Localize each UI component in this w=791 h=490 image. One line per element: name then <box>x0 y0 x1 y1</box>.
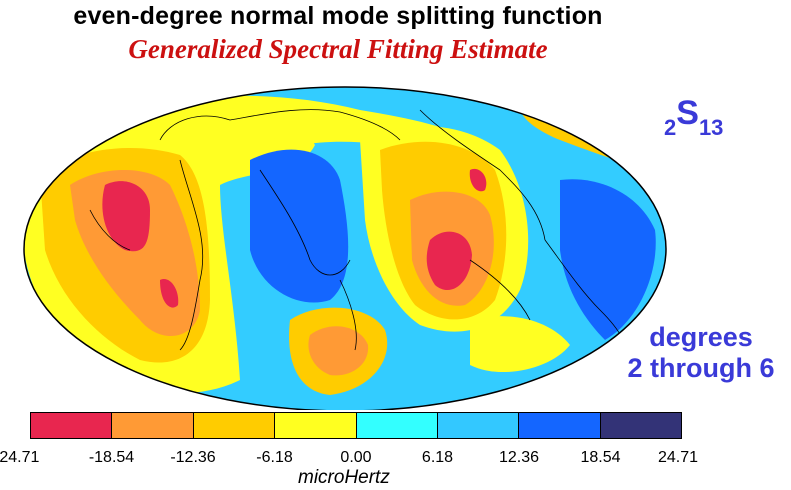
colorbar-tick-label: -24.71 <box>0 449 40 466</box>
degrees-line-1: degrees <box>649 322 753 352</box>
colorbar-tick-label: -6.18 <box>256 449 293 466</box>
field-blue-pacific <box>560 179 656 340</box>
colorbar-swatch <box>193 413 276 438</box>
field-blue-asia <box>250 149 349 303</box>
colorbar-tick-label: 0.00 <box>340 449 372 466</box>
colorbar-swatch <box>112 413 194 438</box>
colorbar-tick-label: -12.36 <box>170 449 216 466</box>
field-red-africa <box>160 279 179 308</box>
mode-label-letter: S <box>676 94 699 132</box>
splitting-function-field <box>24 87 666 410</box>
colorbar-unit-label: microHertz <box>298 467 390 488</box>
colorbar-tick-label: 18.54 <box>580 449 621 466</box>
mode-label-prefix: 2 <box>664 115 677 140</box>
colorbar-tick-label: 6.18 <box>421 449 454 466</box>
colorbar-swatch <box>519 413 601 438</box>
colorbar-tick-label: 24.71 <box>657 449 699 466</box>
field-red-northamerica <box>469 168 487 192</box>
colorbar-tick-label: 12.36 <box>498 449 540 466</box>
colorbar-tick-label: -18.54 <box>88 449 135 466</box>
degrees-line-2: 2 through 6 <box>627 353 775 383</box>
map-outline <box>23 86 667 410</box>
mode-label: 2S13 <box>664 96 754 145</box>
colorbar-swatch <box>275 413 357 438</box>
field-orange-south <box>308 326 369 376</box>
colorbar-swatch <box>600 413 681 438</box>
colorbar-swatch <box>31 413 113 438</box>
mode-label-suffix: 13 <box>698 115 724 140</box>
field-yellow-south-america <box>470 316 570 373</box>
degrees-label: degrees 2 through 6 <box>606 322 791 384</box>
world-map <box>23 86 667 410</box>
colorbar <box>30 412 682 439</box>
colorbar-swatch <box>356 413 438 438</box>
colorbar-swatch <box>437 413 520 438</box>
field-red-atlantic <box>102 181 150 252</box>
field-red-pacific <box>426 231 472 291</box>
page-subtitle: Generalized Spectral Fitting Estimate <box>128 34 548 64</box>
page-title: even-degree normal mode splitting functi… <box>73 2 603 30</box>
